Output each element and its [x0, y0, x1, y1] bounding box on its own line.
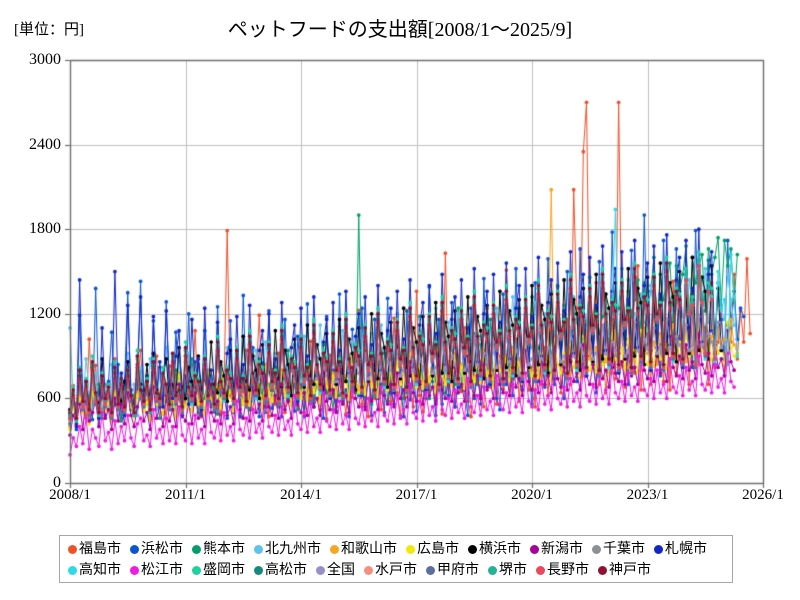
legend-row: 高知市 松江市 盛岡市 高松市 全国 水戸市 甲府市 堺市 長野市 神戸市	[60, 560, 732, 581]
legend-item-堺市[interactable]: 堺市	[488, 562, 527, 578]
legend-marker-icon	[536, 566, 545, 575]
legend-marker-icon	[592, 545, 601, 554]
legend-item-松江市[interactable]: 松江市	[130, 562, 183, 578]
legend-row: 福島市 浜松市 熊本市 北九州市 和歌山市 広島市 横浜市 新潟市 千葉市 札幌市	[60, 539, 732, 560]
legend-label: 熊本市	[203, 541, 245, 557]
legend-marker-icon	[130, 566, 139, 575]
legend-item-長野市[interactable]: 長野市	[536, 562, 589, 578]
legend-marker-icon	[406, 545, 415, 554]
legend-marker-icon	[192, 566, 201, 575]
legend-item-横浜市[interactable]: 横浜市	[468, 541, 521, 557]
legend-label: 和歌山市	[341, 541, 397, 557]
legend-label: 水戸市	[375, 562, 417, 578]
legend-item-盛岡市[interactable]: 盛岡市	[192, 562, 245, 578]
legend-item-神戸市[interactable]: 神戸市	[598, 562, 651, 578]
legend-marker-icon	[254, 566, 263, 575]
legend-label: 千葉市	[603, 541, 645, 557]
legend-item-新潟市[interactable]: 新潟市	[530, 541, 583, 557]
legend-item-浜松市[interactable]: 浜松市	[130, 541, 183, 557]
legend-label: 甲府市	[437, 562, 479, 578]
legend-item-高松市[interactable]: 高松市	[254, 562, 307, 578]
legend-label: 福島市	[79, 541, 121, 557]
legend-marker-icon	[364, 566, 373, 575]
legend-label: 高知市	[79, 562, 121, 578]
legend-item-札幌市[interactable]: 札幌市	[654, 541, 707, 557]
legend-label: 高松市	[265, 562, 307, 578]
legend-marker-icon	[598, 566, 607, 575]
legend-label: 横浜市	[479, 541, 521, 557]
legend-marker-icon	[192, 545, 201, 554]
legend-marker-icon	[316, 566, 325, 575]
legend-item-高知市[interactable]: 高知市	[68, 562, 121, 578]
legend-label: 全国	[327, 562, 355, 578]
legend-marker-icon	[426, 566, 435, 575]
legend-marker-icon	[654, 545, 663, 554]
legend-item-北九州市[interactable]: 北九州市	[254, 541, 321, 557]
legend-marker-icon	[254, 545, 263, 554]
legend-marker-icon	[330, 545, 339, 554]
chart-legend: 福島市 浜松市 熊本市 北九州市 和歌山市 広島市 横浜市 新潟市 千葉市 札幌市 高知市 松江市 盛…	[59, 535, 733, 583]
legend-item-千葉市[interactable]: 千葉市	[592, 541, 645, 557]
legend-marker-icon	[530, 545, 539, 554]
legend-label: 浜松市	[141, 541, 183, 557]
legend-item-熊本市[interactable]: 熊本市	[192, 541, 245, 557]
legend-item-全国[interactable]: 全国	[316, 562, 355, 578]
legend-item-広島市[interactable]: 広島市	[406, 541, 459, 557]
legend-item-福島市[interactable]: 福島市	[68, 541, 121, 557]
legend-item-和歌山市[interactable]: 和歌山市	[330, 541, 397, 557]
legend-label: 北九州市	[265, 541, 321, 557]
legend-item-甲府市[interactable]: 甲府市	[426, 562, 479, 578]
legend-label: 神戸市	[609, 562, 651, 578]
legend-marker-icon	[130, 545, 139, 554]
legend-marker-icon	[68, 566, 77, 575]
legend-marker-icon	[468, 545, 477, 554]
legend-label: 松江市	[141, 562, 183, 578]
legend-label: 広島市	[417, 541, 459, 557]
legend-label: 新潟市	[541, 541, 583, 557]
legend-label: 札幌市	[665, 541, 707, 557]
legend-marker-icon	[488, 566, 497, 575]
legend-item-水戸市[interactable]: 水戸市	[364, 562, 417, 578]
legend-label: 長野市	[547, 562, 589, 578]
legend-marker-icon	[68, 545, 77, 554]
legend-label: 堺市	[499, 562, 527, 578]
legend-label: 盛岡市	[203, 562, 245, 578]
